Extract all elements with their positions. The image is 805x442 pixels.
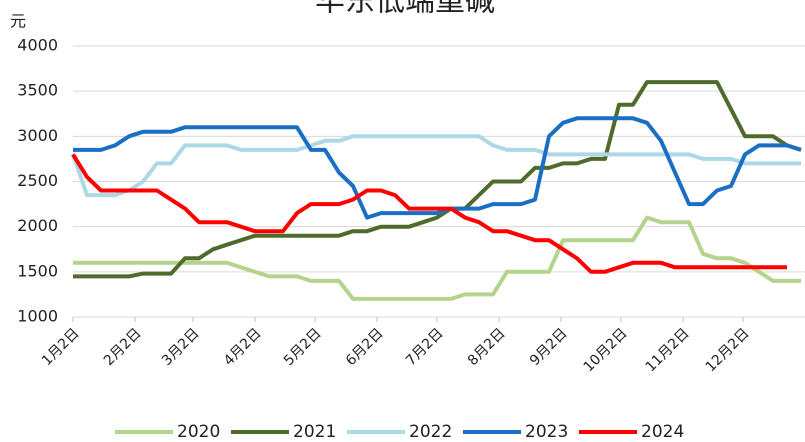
x-tick-label: 11月2日 bbox=[643, 325, 693, 375]
x-tick-label: 7月2日 bbox=[403, 325, 447, 369]
x-tick-label: 9月2日 bbox=[527, 325, 571, 369]
x-tick-label: 8月2日 bbox=[465, 325, 509, 369]
series-line bbox=[71, 134, 801, 198]
legend-label: 2023 bbox=[525, 422, 568, 442]
x-tick-label: 6月2日 bbox=[343, 325, 387, 369]
y-tick-label: 2000 bbox=[17, 216, 58, 235]
x-tick-label: 2月2日 bbox=[101, 325, 145, 369]
y-tick-label: 1000 bbox=[17, 307, 58, 326]
y-tick-label: 2500 bbox=[17, 171, 58, 190]
x-tick-label: 4月2日 bbox=[221, 325, 265, 369]
y-unit: 元 bbox=[10, 12, 26, 31]
legend-label: 2020 bbox=[177, 422, 220, 442]
y-tick-label: 3500 bbox=[17, 81, 58, 100]
y-tick-label: 4000 bbox=[17, 36, 58, 55]
x-tick-label: 3月2日 bbox=[159, 325, 203, 369]
x-tick-label: 1月2日 bbox=[39, 325, 83, 369]
series-line bbox=[73, 116, 802, 220]
x-tick-label: 5月2日 bbox=[281, 325, 325, 369]
y-tick-label: 3000 bbox=[17, 126, 58, 145]
series-line bbox=[73, 80, 802, 279]
legend-label: 2021 bbox=[293, 422, 336, 442]
legend-label: 2024 bbox=[641, 422, 684, 442]
series-line bbox=[73, 215, 801, 301]
chart-title: 华东低端重碱 bbox=[315, 0, 495, 19]
series-line bbox=[71, 153, 787, 274]
legend-label: 2022 bbox=[409, 422, 452, 442]
x-tick-label: 12月2日 bbox=[703, 325, 753, 375]
y-tick-label: 1500 bbox=[17, 261, 58, 280]
x-tick-label: 10月2日 bbox=[581, 325, 631, 375]
